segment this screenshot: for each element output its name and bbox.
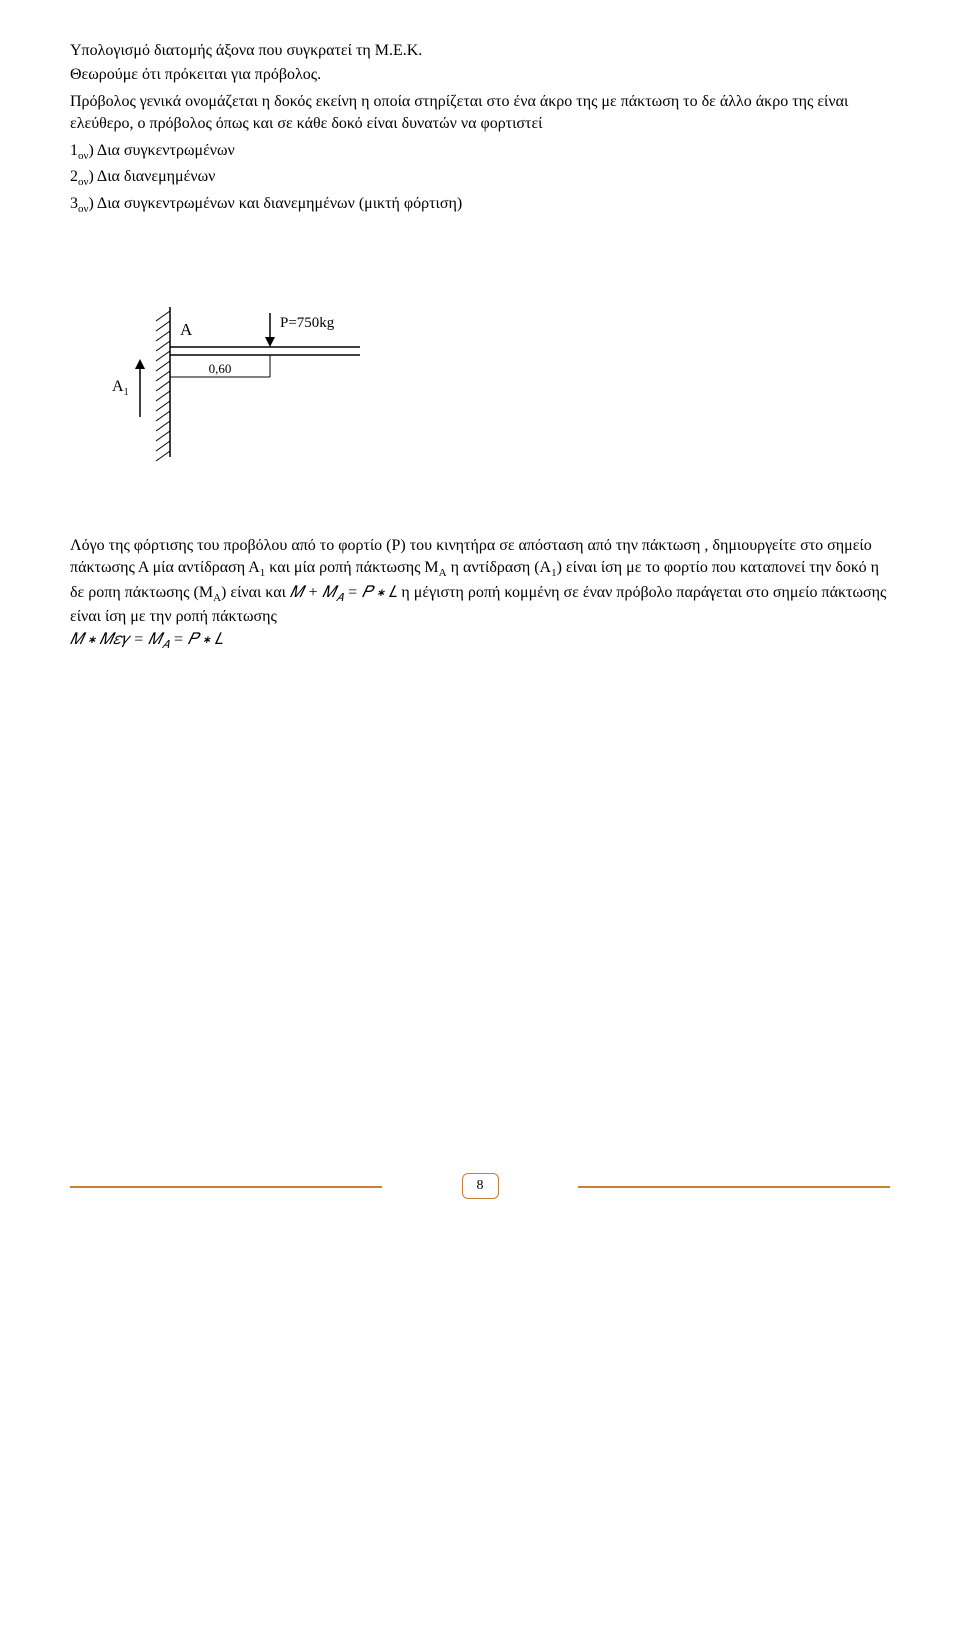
cantilever-diagram: P=750kg A 0,60 A1 (110, 297, 890, 474)
list-item-1: 1ον) Δια συγκεντρωμένων (70, 140, 890, 165)
footer-rule-left (70, 1186, 382, 1188)
formula2: 𝑀 ∗ 𝑀𝜀𝛾 = 𝑀 (70, 631, 162, 648)
list2-prefix: 2 (70, 168, 78, 185)
list2-sub: ον (78, 176, 88, 188)
body1b-sub: Α (439, 567, 447, 579)
formula2-sub: 𝐴 (162, 639, 169, 651)
formula2b: = 𝑃 ∗ 𝐿 (169, 631, 223, 648)
formula1-sub: 𝐴 (336, 592, 343, 604)
intro-line: Θεωρούμε ότι πρόκειται για πρόβολος. (70, 64, 890, 86)
svg-text:A: A (180, 320, 193, 339)
list3-sub: ον (78, 203, 88, 215)
list2-text: ) Δια διανεμημένων (88, 168, 215, 185)
svg-text:P=750kg: P=750kg (280, 315, 335, 331)
svg-text:A1: A1 (112, 378, 129, 398)
body1d-sub: Α (213, 592, 221, 604)
formula1b: = 𝑃 ∗ 𝐿 (343, 584, 397, 601)
page-footer: 8 (70, 1173, 890, 1199)
list-item-2: 2ον) Δια διανεμημένων (70, 166, 890, 191)
body1b: και μία ροπή πάκτωσης Μ (265, 559, 438, 576)
footer-rule-right (578, 1186, 890, 1188)
list1-sub: ον (78, 150, 88, 162)
cantilever-svg: P=750kg A 0,60 A1 (110, 297, 370, 467)
page-number: 8 (462, 1173, 499, 1199)
svg-text:0,60: 0,60 (209, 361, 232, 376)
list3-text: ) Δια συγκεντρωμένων και διανεμημένων (μ… (88, 195, 462, 212)
formula1: 𝑀 + 𝑀 (290, 584, 336, 601)
definition-paragraph: Πρόβολος γενικά ονομάζεται η δοκός εκείν… (70, 91, 890, 136)
body1e: ) είναι και (221, 584, 290, 601)
list1-prefix: 1 (70, 142, 78, 159)
list3-prefix: 3 (70, 195, 78, 212)
formula2-line: 𝑀 ∗ 𝑀𝜀𝛾 = 𝑀𝐴 = 𝑃 ∗ 𝐿 (70, 629, 890, 654)
page-title: Υπολογισμό διατομής άξονα που συγκρατεί … (70, 40, 890, 62)
body-paragraph: Λόγο της φόρτισης του προβόλου από το φο… (70, 535, 890, 629)
body1c: η αντίδραση (Α (447, 559, 552, 576)
list-item-3: 3ον) Δια συγκεντρωμένων και διανεμημένων… (70, 193, 890, 218)
list1-text: ) Δια συγκεντρωμένων (88, 142, 234, 159)
